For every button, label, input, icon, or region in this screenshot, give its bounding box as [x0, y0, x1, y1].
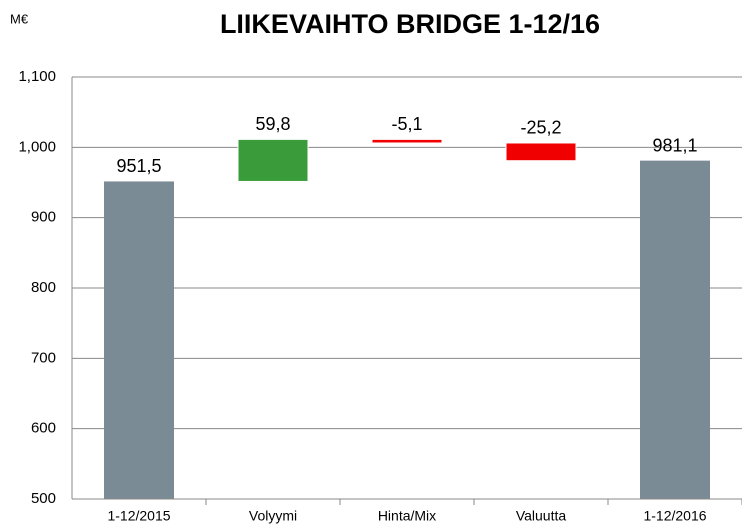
data-label: -5,1	[391, 114, 422, 134]
y-tick-label: 500	[31, 490, 56, 507]
data-label: 981,1	[652, 135, 697, 155]
y-tick-label: 900	[31, 209, 56, 226]
x-tick-label: Hinta/Mix	[378, 508, 436, 524]
bar	[640, 160, 710, 499]
y-tick-label: 600	[31, 420, 56, 437]
x-tick-label: Volyymi	[249, 508, 297, 524]
y-tick-label: 1,000	[18, 138, 56, 155]
y-tick-label: 1,100	[18, 68, 56, 85]
data-label: 59,8	[255, 114, 290, 134]
y-axis-label: M€	[10, 11, 29, 26]
data-label: 951,5	[116, 156, 161, 176]
data-label: -25,2	[520, 118, 561, 138]
bar	[371, 138, 443, 144]
bar	[237, 138, 309, 182]
chart-title: LIIKEVAIHTO BRIDGE 1-12/16	[220, 9, 600, 39]
x-tick-label: 1-12/2016	[643, 508, 706, 524]
bar	[104, 181, 174, 499]
y-tick-label: 800	[31, 279, 56, 296]
bar	[505, 142, 577, 162]
y-tick-label: 700	[31, 349, 56, 366]
x-tick-label: Valuutta	[516, 508, 567, 524]
x-tick-label: 1-12/2015	[107, 508, 170, 524]
